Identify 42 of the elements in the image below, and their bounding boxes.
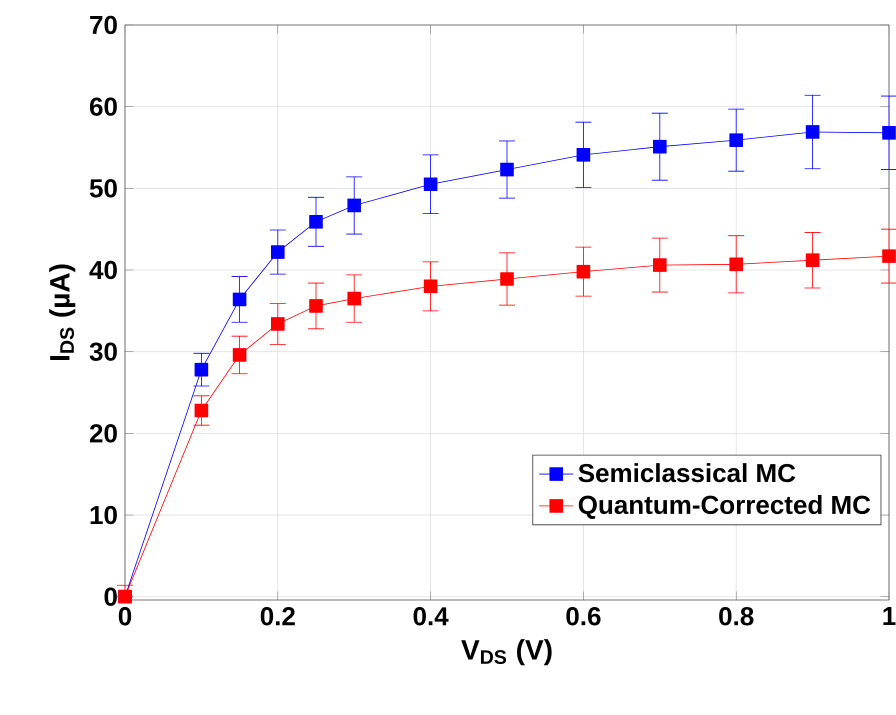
x-tick-label: 0 [118, 607, 132, 626]
point [270, 245, 285, 259]
point [309, 215, 323, 229]
y-tick-label: 10 [90, 506, 117, 524]
x-tick-label: 1 [883, 607, 896, 625]
point [882, 126, 896, 140]
point [500, 162, 514, 176]
point [652, 140, 667, 154]
x-tick-label: 0.4 [414, 607, 449, 626]
point [232, 348, 246, 362]
point [729, 257, 743, 272]
y-axis-title: I$_{DS}$ (µA) [49, 264, 76, 360]
legend-label: Quantum-Corrected MC [578, 494, 870, 519]
point [729, 133, 743, 147]
point [576, 264, 590, 278]
point [806, 253, 820, 268]
point [232, 292, 246, 306]
x-axis-title: V$_{DS}$ (V) [461, 639, 552, 666]
point [194, 362, 208, 376]
point [194, 404, 208, 418]
point [882, 249, 896, 263]
x-tick-label: 0.8 [719, 607, 754, 626]
y-tick-label: 40 [89, 260, 117, 280]
point [652, 258, 667, 272]
point [806, 125, 820, 139]
y-tick-label: 30 [90, 342, 117, 361]
x-tick-label: 0.6 [566, 607, 601, 626]
y-tick-label: 50 [90, 179, 117, 198]
x-tick-label: 0.2 [260, 607, 295, 626]
point [576, 148, 590, 162]
y-tick-label: 20 [90, 424, 117, 443]
y-tick-label: 70 [90, 16, 117, 34]
point [500, 272, 514, 286]
point [347, 292, 361, 306]
point [347, 198, 361, 212]
point [424, 280, 438, 294]
point [424, 177, 438, 192]
y-tick-label: 0 [104, 588, 117, 606]
point [309, 299, 323, 313]
legend-label: Semiclassical MC [578, 463, 796, 482]
y-tick-label: 60 [90, 97, 117, 116]
point [270, 317, 285, 331]
